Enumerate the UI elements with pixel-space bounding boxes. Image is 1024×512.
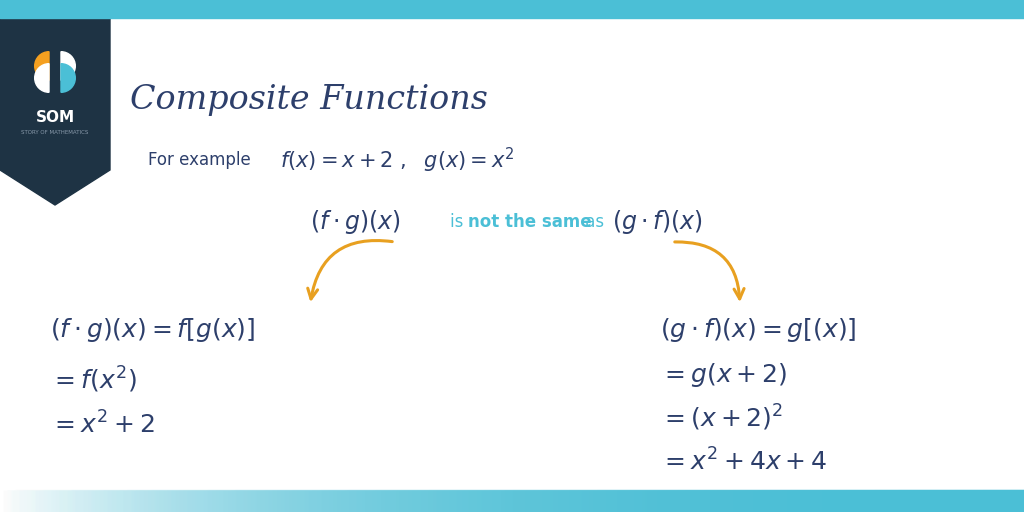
Text: $= (x + 2)^2$: $= (x + 2)^2$ (660, 403, 783, 433)
Text: $(f \cdot g)(x)$: $(f \cdot g)(x)$ (310, 208, 400, 236)
Text: STORY OF MATHEMATICS: STORY OF MATHEMATICS (22, 130, 89, 135)
Polygon shape (0, 0, 110, 205)
Wedge shape (35, 52, 49, 80)
Text: SOM: SOM (36, 111, 75, 125)
Text: $(f \cdot g)(x) = f[g(x)]$: $(f \cdot g)(x) = f[g(x)]$ (50, 316, 255, 344)
Text: $(g \cdot f)(x) = g[(x)]$: $(g \cdot f)(x) = g[(x)]$ (660, 316, 856, 344)
Text: $= g(x + 2)$: $= g(x + 2)$ (660, 361, 787, 389)
FancyArrowPatch shape (675, 242, 744, 299)
Wedge shape (61, 63, 76, 92)
Text: as: as (580, 213, 609, 231)
Text: $(g \cdot f)(x)$: $(g \cdot f)(x)$ (612, 208, 702, 236)
Text: For example: For example (148, 151, 251, 169)
Wedge shape (61, 52, 76, 80)
Text: $= x^2 + 4x + 4$: $= x^2 + 4x + 4$ (660, 449, 827, 476)
Text: $f(x) = x + 2\ ,\ \ g(x) = x^2$: $f(x) = x + 2\ ,\ \ g(x) = x^2$ (280, 145, 515, 175)
Text: $= f(x^2)$: $= f(x^2)$ (50, 365, 136, 395)
FancyArrowPatch shape (308, 241, 392, 299)
Text: $= x^2 + 2$: $= x^2 + 2$ (50, 412, 155, 439)
Text: not the same: not the same (468, 213, 592, 231)
Wedge shape (35, 63, 49, 92)
Text: is: is (450, 213, 469, 231)
Text: Composite Functions: Composite Functions (130, 84, 487, 116)
